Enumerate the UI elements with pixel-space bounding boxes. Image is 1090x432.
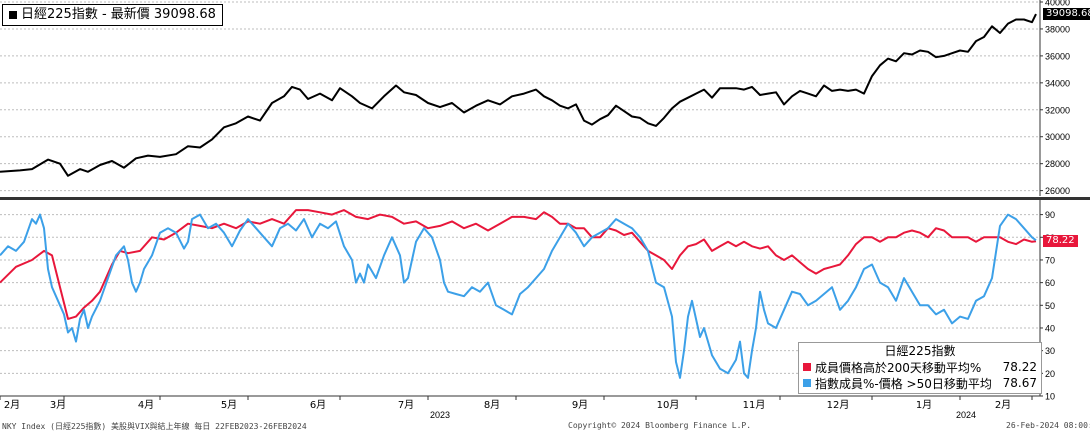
x-month-label: 7月 <box>398 399 414 411</box>
y-tick-label: 36000 <box>1045 51 1070 61</box>
series-square-icon <box>9 11 17 19</box>
legend-item-name: 成員價格高於200天移動平均% <box>815 360 982 375</box>
y-tick-label: 26000 <box>1045 186 1070 196</box>
y-tick-label: 32000 <box>1045 105 1070 115</box>
x-month-label: 10月 <box>657 399 680 411</box>
chart-title-box: 日經225指數 - 最新價 39098.68 <box>2 4 223 26</box>
footer-source: NKY Index (日經225指數) 美股與VIX與結上年線 每日 22FEB… <box>2 422 307 431</box>
y-tick-label: 60 <box>1045 278 1055 288</box>
y-tick-label: 40000 <box>1045 0 1070 8</box>
legend-item-name: 指數成員%-價格 >50日移動平均 <box>815 376 992 391</box>
top-last-value-tag: 39098.68 <box>1043 8 1090 21</box>
x-month-label: 5月 <box>221 399 237 411</box>
legend-swatch-red <box>803 363 811 371</box>
y-tick-label: 28000 <box>1045 159 1070 169</box>
y-tick-label: 90 <box>1045 210 1055 220</box>
x-month-label: 2月 <box>995 399 1011 411</box>
x-month-label: 8月 <box>484 399 500 411</box>
y-tick-label: 50 <box>1045 301 1055 311</box>
top-panel-grid <box>0 1 1040 192</box>
y-tick-label: 34000 <box>1045 78 1070 88</box>
top-y-axis: 26000 28000 30000 32000 34000 36000 38000 40000 <box>1039 0 1070 196</box>
x-year-label: 2024 <box>956 410 976 420</box>
y-tick-label: 40 <box>1045 323 1055 333</box>
series-line <box>0 209 1037 320</box>
chart-title: 日經225指數 - 最新價 39098.68 <box>21 7 216 22</box>
y-tick-label: 30000 <box>1045 132 1070 142</box>
legend-item: 成員價格高於200天移動平均% 78.22 <box>799 359 1041 375</box>
legend-item-value: 78.22 <box>1002 360 1037 374</box>
series-line <box>0 13 1037 177</box>
x-axis: 2月 3月 4月 5月 6月 7月 8月 9月 10月 11月 12月 1月 2月 2023 2024 <box>0 197 1090 420</box>
footer-timestamp: 26-Feb-2024 08:00:24 <box>1006 421 1090 430</box>
x-month-label: 9月 <box>572 399 588 411</box>
legend-item: 指數成員%-價格 >50日移動平均 78.67 <box>799 375 1041 391</box>
x-month-label: 3月 <box>50 399 66 411</box>
bottom-y-axis: 102030405060708090 <box>1039 199 1055 402</box>
y-tick-label: 70 <box>1045 255 1055 265</box>
legend: 日經225指數 成員價格高於200天移動平均% 78.22 指數成員%-價格 >… <box>798 342 1042 394</box>
x-month-label: 11月 <box>743 399 766 411</box>
legend-item-value: 78.67 <box>1002 376 1037 390</box>
legend-swatch-blue <box>803 379 811 387</box>
x-month-label: 4月 <box>138 399 154 411</box>
y-tick-label: 38000 <box>1045 24 1070 34</box>
x-month-label: 6月 <box>310 399 326 411</box>
y-tick-label: 30 <box>1045 346 1055 356</box>
footer-copyright: Copyright© 2024 Bloomberg Finance L.P. <box>568 421 752 430</box>
x-year-label: 2023 <box>430 410 450 420</box>
legend-title: 日經225指數 <box>884 344 956 358</box>
y-tick-label: 10 <box>1045 392 1055 402</box>
bottom-last-value-tag: 78.22 <box>1043 235 1078 248</box>
top-panel-series <box>0 13 1037 177</box>
y-tick-label: 20 <box>1045 369 1055 379</box>
x-month-label: 1月 <box>916 399 932 411</box>
x-month-label: 2月 <box>4 399 20 411</box>
series-line <box>0 213 1037 379</box>
x-month-label: 12月 <box>827 399 850 411</box>
bottom-panel-series <box>0 209 1037 379</box>
